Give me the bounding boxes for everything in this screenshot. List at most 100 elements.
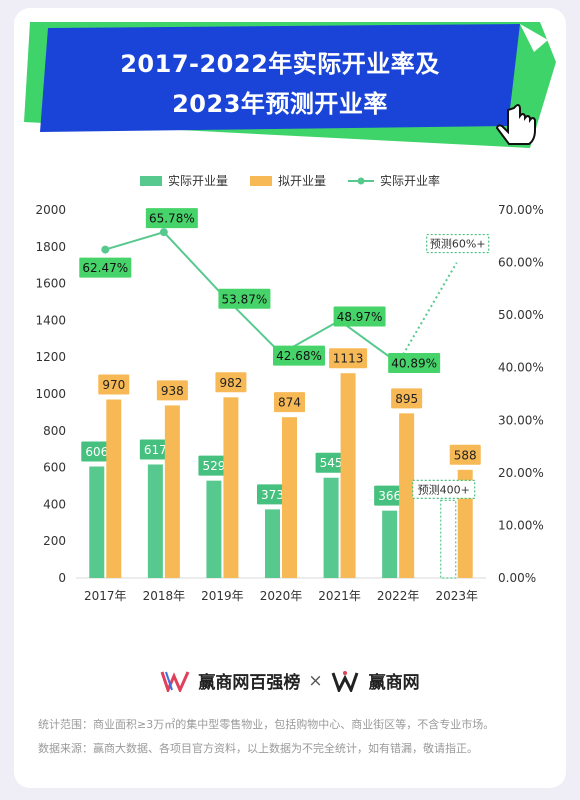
bar-planned-label-bg	[329, 348, 368, 369]
bar-planned	[399, 413, 415, 578]
x-axis-tick-label: 2021年	[318, 589, 361, 603]
forecast-opening-label: 预测400+	[418, 483, 470, 496]
brand-times: ×	[308, 670, 323, 691]
rate-point	[101, 245, 110, 254]
x-axis-tick-label: 2018年	[143, 589, 186, 603]
brand-logo-icon	[160, 670, 190, 692]
bar-planned-label: 982	[219, 376, 242, 390]
rate-point	[159, 228, 168, 237]
bar-actual-label: 545	[320, 456, 343, 470]
bar-planned	[340, 373, 356, 578]
left-axis-tick-label: 1400	[35, 313, 66, 327]
bar-actual-label-bg	[81, 441, 113, 462]
rate-label: 42.68%	[276, 349, 322, 363]
forecast-opening-label-bg	[412, 479, 476, 499]
bar-planned	[223, 397, 239, 578]
legend-item-planned: 拟开业量	[249, 172, 326, 189]
left-axis-tick-label: 1200	[35, 350, 66, 364]
left-axis-tick-label: 600	[43, 461, 66, 475]
brand-right-text: 赢商网	[368, 673, 420, 693]
bar-actual	[89, 466, 105, 578]
bar-planned-label-bg	[391, 388, 423, 409]
rate-forecast-line	[397, 262, 458, 364]
rate-label: 40.89%	[391, 357, 437, 371]
bar-actual-label-bg	[257, 484, 288, 505]
left-axis-tick-label: 800	[43, 424, 66, 438]
right-axis-tick-label: 50.00%	[498, 308, 544, 322]
bar-actual-label: 529	[202, 459, 225, 473]
bar-planned-label-bg	[98, 374, 130, 395]
bar-planned-label-bg	[274, 392, 305, 413]
forecast-rate-label: 预测60%+	[430, 238, 486, 251]
left-axis-tick-label: 2000	[35, 203, 66, 217]
bar-actual	[323, 477, 339, 578]
bar-planned-label-bg	[215, 372, 247, 393]
bar-actual-label-bg	[139, 439, 171, 460]
left-axis-tick-label: 400	[43, 497, 66, 511]
bar-actual-label-bg	[374, 485, 406, 506]
right-axis-tick-label: 60.00%	[498, 256, 544, 270]
bar-planned-label: 895	[395, 392, 418, 406]
left-axis-tick-label: 200	[43, 534, 66, 548]
banner-fold	[520, 24, 548, 52]
legend-item-actual: 实际开业量	[139, 172, 228, 189]
footer-brand: 赢商网百强榜 × 赢商网	[0, 668, 580, 693]
legend-label-planned: 拟开业量	[277, 174, 326, 188]
rate-line	[105, 231, 399, 364]
forecast-rate-label-bg	[426, 233, 490, 254]
left-axis-tick-label: 1000	[35, 387, 66, 401]
x-axis-tick-label: 2023年	[435, 589, 478, 603]
bar-planned-label: 938	[161, 384, 184, 398]
brand-right-logo-icon	[331, 670, 359, 692]
right-axis-tick-label: 70.00%	[498, 203, 544, 217]
right-axis-tick-label: 0.00%	[498, 571, 536, 585]
bar-actual	[382, 510, 398, 578]
bar-planned	[106, 399, 122, 578]
x-axis-tick-label: 2017年	[84, 589, 127, 603]
rate-label-bg	[145, 208, 198, 229]
legend-swatch-rate	[348, 177, 374, 184]
bar-actual	[147, 464, 163, 578]
chart-plot: 0 200 400 600 800 1000 1200 1400 1600 1800 2000 0.0…	[35, 203, 544, 603]
bar-actual-label: 366	[378, 489, 401, 503]
legend-swatch-planned	[249, 175, 272, 186]
rate-label-bg	[333, 306, 386, 327]
legend-item-rate: 实际开业率	[348, 172, 440, 189]
banner-blue-shape	[40, 24, 520, 132]
chart-legend: 实际开业量 拟开业量 实际开业率	[0, 172, 580, 189]
bar-planned-label: 588	[454, 448, 477, 462]
bar-planned-label: 970	[102, 378, 125, 392]
bar-actual	[265, 509, 280, 578]
rate-label: 53.87%	[222, 292, 268, 306]
bar-actual-label: 373	[261, 488, 284, 502]
page-title-line1: 2017-2022年实际开业率及	[120, 50, 440, 78]
bar-planned-label: 1113	[333, 352, 364, 366]
bar-actual-label: 617	[144, 443, 167, 457]
bar-planned-label-bg	[156, 380, 188, 401]
rate-label: 65.78%	[149, 212, 195, 226]
bar-planned-label-bg	[449, 444, 481, 465]
bar-actual-label: 606	[85, 445, 108, 459]
page-title-line2: 2023年预测开业率	[172, 90, 388, 118]
x-axis-tick-label: 2020年	[260, 589, 303, 603]
right-axis-tick-label: 30.00%	[498, 413, 544, 427]
hand-cursor-icon	[495, 104, 536, 145]
left-axis-tick-label: 1800	[35, 240, 66, 254]
right-axis-tick-label: 10.00%	[498, 518, 544, 532]
right-axis-tick-label: 20.00%	[498, 466, 544, 480]
bar-actual-label-bg	[198, 455, 230, 476]
left-axis-tick-label: 0	[58, 571, 66, 585]
right-axis-tick-label: 40.00%	[498, 361, 544, 375]
bar-planned	[164, 405, 180, 578]
bar-actual	[206, 480, 222, 578]
rate-label-bg	[273, 345, 325, 366]
bar-planned	[282, 417, 297, 578]
bar-planned-label: 874	[278, 396, 301, 410]
title-banner	[24, 22, 556, 148]
rate-label: 62.47%	[82, 261, 128, 275]
x-axis-tick-label: 2019年	[201, 589, 244, 603]
bar-forecast-outline	[440, 499, 457, 579]
legend-label-rate: 实际开业率	[380, 174, 441, 188]
rate-label: 48.97%	[337, 310, 383, 324]
x-axis-tick-label: 2022年	[377, 589, 420, 603]
